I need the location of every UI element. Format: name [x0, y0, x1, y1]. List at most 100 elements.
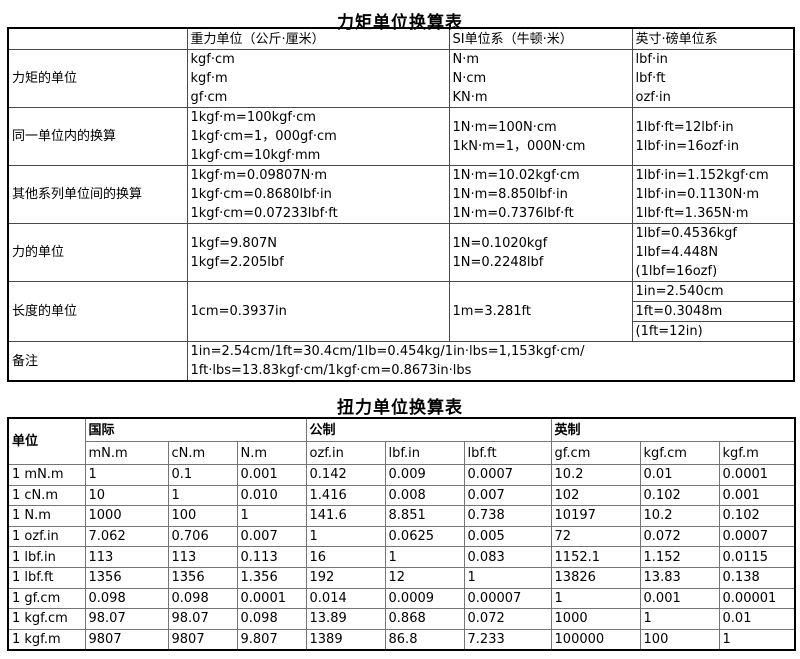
row-unit-label: 1 kgf.m	[7, 628, 86, 651]
value-cell: 0.113	[236, 546, 307, 568]
torsion-table-title: 扭力单位换算表	[337, 398, 463, 418]
table-row: 1 kgf.cm 98.07 98.07 0.098 13.89 0.868 0…	[7, 608, 796, 630]
value-cell: 13.89	[305, 608, 386, 630]
torsion-group-header-row: 单位 国际 公制 英制	[7, 417, 796, 465]
imperial-units-cell: 1lbf·in=1.152kgf·cm 1lbf·in=0.1130N·m 1l…	[631, 165, 795, 224]
col-header: ozf.in	[305, 441, 386, 465]
value-cell: 1	[167, 484, 238, 507]
value-cell: 0.1	[167, 464, 238, 486]
value-cell: 192	[305, 566, 386, 589]
value-cell: 72	[550, 525, 641, 548]
col-header: kgf.cm	[639, 441, 720, 465]
note-label: 备注	[7, 341, 188, 382]
value-cell: 13.83	[639, 566, 720, 589]
row-unit-label: 1 lbf.ft	[7, 566, 86, 589]
value-cell: 7.233	[463, 628, 552, 651]
gravity-units-cell: 1kgf=9.807N 1kgf=2.205lbf	[186, 223, 450, 282]
table-row: 长度的单位 1cm=0.3937in 1m=3.281ft 1in=2.540c…	[7, 281, 795, 342]
row-unit-label: 1 kgf.cm	[7, 608, 86, 630]
imperial-units-cell: 1lbf=0.4536kgf 1lbf=4.448N (1lbf=16ozf)	[631, 223, 795, 282]
value-cell: 1	[550, 587, 641, 610]
value-cell: 7.062	[84, 525, 169, 548]
table-row: 1 ozf.in 7.062 0.706 0.007 1 0.0625 0.00…	[7, 525, 796, 548]
value-cell: 0.010	[236, 484, 307, 507]
col-header: lbf.ft	[463, 441, 552, 465]
imperial-units-subcell: 1in=2.540cm	[631, 281, 795, 302]
si-units-cell: 1N·m=10.02kgf·cm 1N·m=8.850lbf·in 1N·m=0…	[448, 165, 633, 224]
value-cell: 8.851	[384, 505, 465, 527]
value-cell: 0.007	[236, 525, 307, 548]
table-row: 1 N.m 1000 100 1 141.6 8.851 0.738 10197…	[7, 505, 796, 527]
value-cell: 100	[167, 505, 238, 527]
value-cell: 1.356	[236, 566, 307, 589]
value-cell: 0.008	[384, 484, 465, 507]
value-cell: 0.0625	[384, 525, 465, 548]
value-cell: 100	[639, 628, 720, 651]
value-cell: 0.01	[718, 608, 796, 630]
table-row: 1 lbf.in 113 113 0.113 16 1 0.083 1152.1…	[7, 546, 796, 568]
table-row: 1 gf.cm 0.098 0.098 0.0001 0.014 0.0009 …	[7, 587, 796, 610]
value-cell: 0.142	[305, 464, 386, 486]
value-cell: 1	[639, 608, 720, 630]
value-cell: 13826	[550, 566, 641, 589]
value-cell: 12	[384, 566, 465, 589]
value-cell: 100000	[550, 628, 641, 651]
si-units-cell: 1N=0.1020kgf 1N=0.2248lbf	[448, 223, 633, 282]
row-unit-label: 1 ozf.in	[7, 525, 86, 548]
value-cell: 0.00007	[463, 587, 552, 610]
value-cell: 0.0007	[718, 525, 796, 548]
value-cell: 10.2	[550, 464, 641, 486]
row-label: 其他系列单位间的换算	[7, 165, 188, 224]
table-row: (1ft=12in)	[8, 321, 795, 342]
table-row: 1 lbf.ft 1356 1356 1.356 192 12 1 13826 …	[7, 566, 796, 589]
header-cell-empty	[7, 27, 188, 50]
table-row: 1 cN.m 10 1 0.010 1.416 0.008 0.007 102 …	[7, 484, 796, 507]
si-units-cell: N·m N·cm KN·m	[448, 49, 633, 108]
header-cell-si-units: SI单位系（牛顿·米）	[448, 27, 633, 50]
value-cell: 0.0009	[384, 587, 465, 610]
row-label: 长度的单位	[7, 281, 188, 342]
col-header: kgf.m	[718, 441, 796, 465]
gravity-units-cell: kgf·cm kgf·m gf·cm	[186, 49, 450, 108]
value-cell: 0.005	[463, 525, 552, 548]
value-cell: 0.072	[639, 525, 720, 548]
value-cell: 1	[718, 628, 796, 651]
value-cell: 113	[167, 546, 238, 568]
row-label: 力矩的单位	[7, 49, 188, 108]
table-row: 1ft=0.3048m	[8, 301, 795, 322]
torque-header-row: 重力单位（公斤·厘米） SI单位系（牛顿·米） 英寸·磅单位系	[7, 27, 795, 50]
imperial-units-subcell: (1ft=12in)	[631, 321, 795, 342]
value-cell: 10197	[550, 505, 641, 527]
value-cell: 0.072	[463, 608, 552, 630]
value-cell: 10	[84, 484, 169, 507]
value-cell: 0.098	[167, 587, 238, 610]
value-cell: 1000	[550, 608, 641, 630]
row-label: 力的单位	[7, 223, 188, 282]
row-unit-label: 1 N.m	[7, 505, 86, 527]
value-cell: 0.01	[639, 464, 720, 486]
header-cell-imperial-units: 英寸·磅单位系	[631, 27, 795, 50]
gravity-units-cell: 1kgf·m=0.09807N·m 1kgf·cm=0.8680lbf·in 1…	[186, 165, 450, 224]
group-header-imperial: 英制	[550, 417, 796, 442]
si-units-cell: 1N·m=100N·cm 1kN·m=1，000N·cm	[448, 107, 633, 166]
value-cell: 0.083	[463, 546, 552, 568]
value-cell: 1356	[167, 566, 238, 589]
value-cell: 86.8	[384, 628, 465, 651]
torsion-conversion-table: 单位 国际 公制 英制 mN.m cN.m N.m ozf.in lbf.in …	[7, 417, 797, 652]
value-cell: 1	[84, 464, 169, 486]
value-cell: 0.868	[384, 608, 465, 630]
value-cell: 16	[305, 546, 386, 568]
value-cell: 1000	[84, 505, 169, 527]
value-cell: 1	[236, 505, 307, 527]
imperial-units-cell: lbf·in lbf·ft ozf·in	[631, 49, 795, 108]
value-cell: 0.102	[718, 505, 796, 527]
group-header-metric: 公制	[305, 417, 552, 442]
unit-header-cell: 单位	[7, 417, 86, 465]
imperial-units-cell: 1lbf·ft=12lbf·in 1lbf·in=16ozf·in	[631, 107, 795, 166]
table-row: 力矩的单位 kgf·cm kgf·m gf·cm N·m N·cm KN·m l…	[7, 49, 795, 108]
value-cell: 0.0007	[463, 464, 552, 486]
value-cell: 9807	[167, 628, 238, 651]
value-cell: 1.152	[639, 546, 720, 568]
row-unit-label: 1 mN.m	[7, 464, 86, 486]
value-cell: 102	[550, 484, 641, 507]
